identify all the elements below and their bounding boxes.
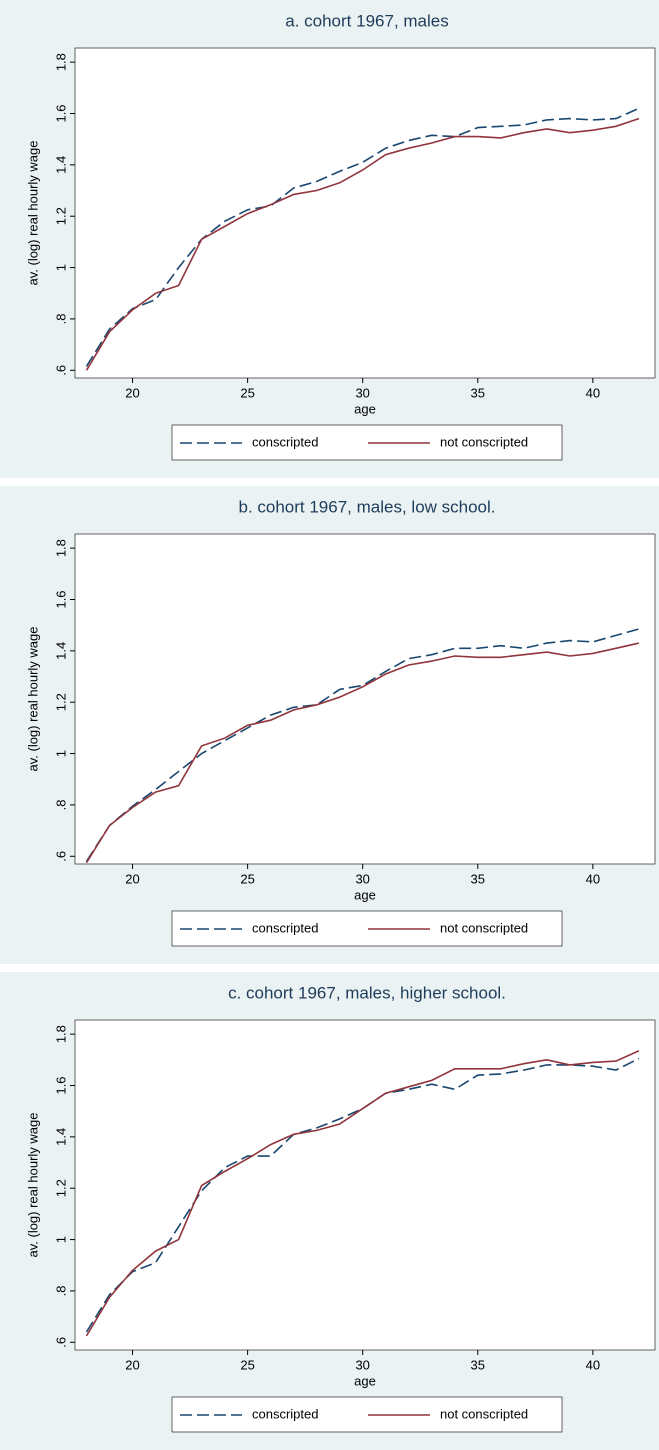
chart-panel: c. cohort 1967, males, higher school. .6.… [0, 972, 659, 1450]
legend-label: not conscripted [440, 920, 528, 935]
x-axis-title: age [354, 1373, 376, 1388]
x-tick-label: 30 [355, 1357, 369, 1372]
y-tick-label: 1 [53, 1236, 68, 1243]
y-tick-label: .6 [53, 1337, 68, 1348]
series-line [85, 642, 640, 864]
x-tick-label: 35 [471, 1357, 485, 1372]
series-line [85, 1057, 640, 1333]
y-tick-label: 1.6 [53, 104, 68, 122]
x-tick-label: 20 [125, 385, 139, 400]
y-axis-title: av. (log) real hourly wage [25, 141, 40, 286]
x-tick-label: 35 [471, 385, 485, 400]
y-tick-label: 1.4 [53, 642, 68, 660]
legend-label: conscripted [252, 1406, 318, 1421]
plot-area [74, 47, 656, 379]
y-tick-label: 1.4 [53, 156, 68, 174]
chart-title: c. cohort 1967, males, higher school. [228, 983, 506, 1002]
y-tick-label: .6 [53, 365, 68, 376]
y-tick-label: 1.6 [53, 1076, 68, 1094]
y-axis-title: av. (log) real hourly wage [25, 1113, 40, 1258]
plot-area [74, 533, 656, 865]
x-tick-label: 40 [586, 871, 600, 886]
y-axis-title: av. (log) real hourly wage [25, 627, 40, 772]
y-tick-label: 1.6 [53, 590, 68, 608]
y-tick-label: 1.8 [53, 53, 68, 71]
chart-panel: a. cohort 1967, males .6 .8 1 1.2 1.4 1.6 1.8 20… [0, 0, 659, 478]
y-tick-label: 1 [53, 750, 68, 757]
y-tick-label: 1.2 [53, 693, 68, 711]
series-line [85, 117, 640, 371]
x-tick-label: 35 [471, 871, 485, 886]
y-tick-label: 1.2 [53, 1179, 68, 1197]
x-axis-title: age [354, 887, 376, 902]
legend-label: not conscripted [440, 434, 528, 449]
legend-label: conscripted [252, 434, 318, 449]
y-tick-label: 1.8 [53, 539, 68, 557]
x-tick-label: 25 [240, 385, 254, 400]
y-tick-label: 1.8 [53, 1025, 68, 1043]
chart-panel: b. cohort 1967, males, low school. .6 .8 1 1… [0, 486, 659, 964]
y-tick-label: .8 [53, 800, 68, 811]
x-axis-title: age [354, 401, 376, 416]
y-tick-label: .8 [53, 1286, 68, 1297]
series-line [85, 628, 640, 862]
chart-title: b. cohort 1967, males, low school. [238, 497, 495, 516]
x-tick-label: 20 [125, 871, 139, 886]
series-line [85, 107, 640, 367]
legend-label: not conscripted [440, 1406, 528, 1421]
y-tick-label: 1.2 [53, 207, 68, 225]
x-tick-label: 30 [355, 871, 369, 886]
x-tick-label: 25 [240, 871, 254, 886]
x-tick-label: 40 [586, 1357, 600, 1372]
legend-label: conscripted [252, 920, 318, 935]
x-tick-label: 30 [355, 385, 369, 400]
x-tick-label: 20 [125, 1357, 139, 1372]
series-line [85, 1050, 640, 1337]
x-tick-label: 40 [586, 385, 600, 400]
chart-title: a. cohort 1967, males [285, 11, 448, 30]
y-tick-label: .8 [53, 314, 68, 325]
y-tick-label: 1 [53, 264, 68, 271]
x-tick-label: 25 [240, 1357, 254, 1372]
plot-area [74, 1019, 656, 1351]
y-tick-label: 1.4 [53, 1128, 68, 1146]
y-tick-label: .6 [53, 851, 68, 862]
